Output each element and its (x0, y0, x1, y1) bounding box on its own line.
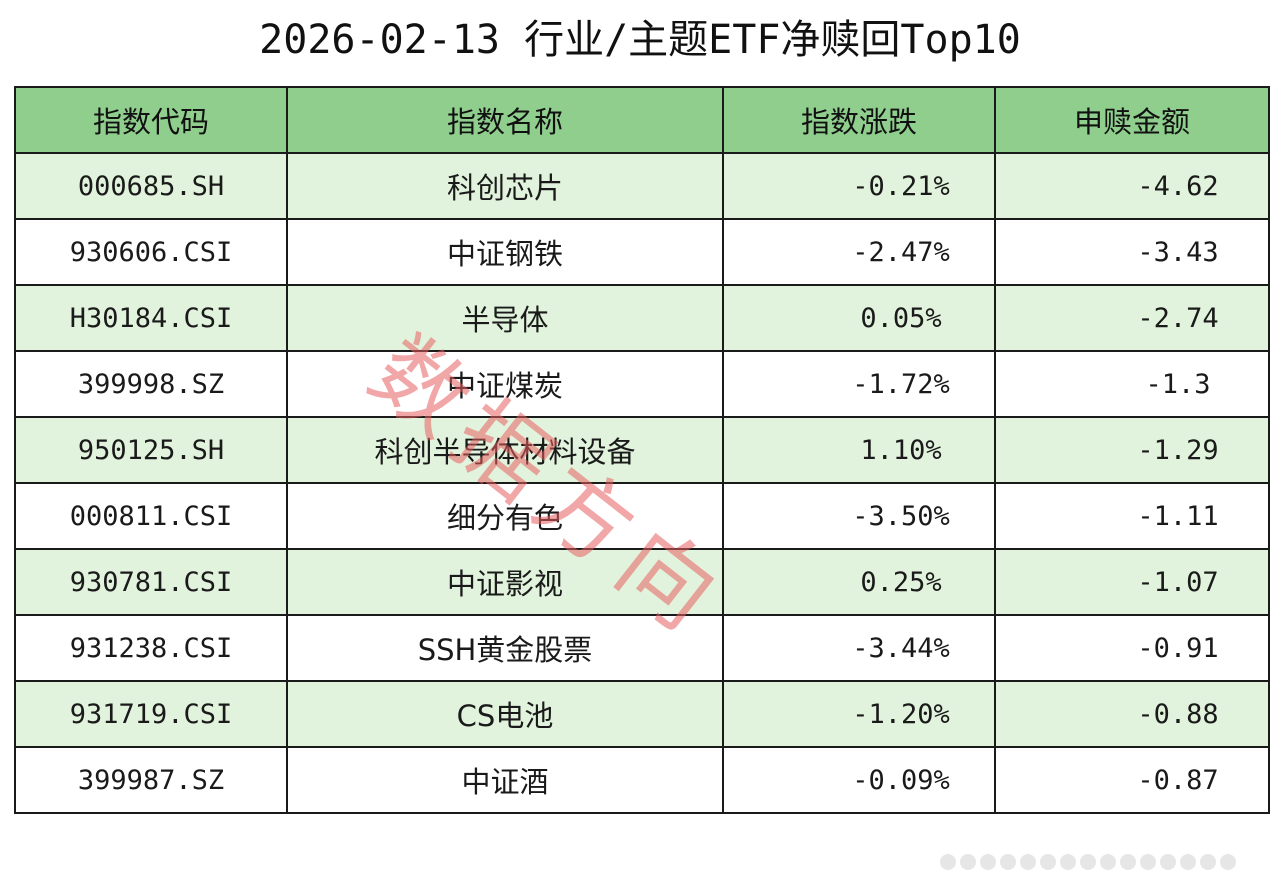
amount-value: -0.91 (1137, 632, 1219, 664)
cell-index-change: -3.44% (722, 614, 996, 682)
cell-index-name: 半导体 (286, 284, 724, 352)
dot-icon (980, 854, 996, 870)
dot-icon (1080, 854, 1096, 870)
cell-amount: -1.3 (994, 350, 1270, 418)
cell-index-code: 930781.CSI (14, 548, 288, 616)
page-title: 2026-02-13 行业/主题ETF净赎回Top10 (259, 17, 1021, 63)
cell-index-name: 中证煤炭 (286, 350, 724, 418)
cell-index-change: -1.72% (722, 350, 996, 418)
cell-index-name: 中证影视 (286, 548, 724, 616)
change-value: -1.72% (852, 368, 950, 400)
cell-index-change: -0.21% (722, 152, 996, 220)
dot-icon (1100, 854, 1116, 870)
table-row: 931238.CSI SSH黄金股票 -3.44% -0.91 (14, 614, 1270, 682)
dot-icon (1140, 854, 1156, 870)
dot-icon (1000, 854, 1016, 870)
cell-index-name: 中证酒 (286, 746, 724, 814)
cell-index-code: 000811.CSI (14, 482, 288, 550)
table-row: 399998.SZ 中证煤炭 -1.72% -1.3 (14, 350, 1270, 418)
cell-amount: -0.88 (994, 680, 1270, 748)
cell-amount: -0.87 (994, 746, 1270, 814)
amount-value: -1.29 (1137, 434, 1219, 466)
cell-index-name: 科创芯片 (286, 152, 724, 220)
cell-index-code: 399987.SZ (14, 746, 288, 814)
table-row: 930606.CSI 中证钢铁 -2.47% -3.43 (14, 218, 1270, 286)
table-row: H30184.CSI 半导体 0.05% -2.74 (14, 284, 1270, 352)
cell-amount: -0.91 (994, 614, 1270, 682)
cell-amount: -1.07 (994, 548, 1270, 616)
change-value: -3.44% (852, 632, 950, 664)
cell-index-name: 中证钢铁 (286, 218, 724, 286)
cell-index-code: 931719.CSI (14, 680, 288, 748)
amount-value: -2.74 (1137, 302, 1219, 334)
amount-value: -1.11 (1137, 500, 1219, 532)
cell-index-code: 950125.SH (14, 416, 288, 484)
cell-amount: -4.62 (994, 152, 1270, 220)
dot-icon (1040, 854, 1056, 870)
cell-amount: -1.29 (994, 416, 1270, 484)
dot-icon (1120, 854, 1136, 870)
change-value: -3.50% (852, 500, 950, 532)
cell-index-name: SSH黄金股票 (286, 614, 724, 682)
amount-value: -0.88 (1137, 698, 1219, 730)
cell-index-code: 930606.CSI (14, 218, 288, 286)
amount-value: -1.3 (1145, 368, 1211, 400)
cell-index-code: H30184.CSI (14, 284, 288, 352)
etf-redemption-table: 指数代码 指数名称 指数涨跌 申赎金额 000685.SH 科创芯片 -0.21… (14, 86, 1270, 814)
cell-index-code: 000685.SH (14, 152, 288, 220)
dot-icon (1020, 854, 1036, 870)
table-row: 930781.CSI 中证影视 0.25% -1.07 (14, 548, 1270, 616)
dot-icon (1200, 854, 1216, 870)
cell-index-change: -1.20% (722, 680, 996, 748)
header-subscription-amount: 申赎金额 (994, 86, 1270, 154)
dot-icon (940, 854, 956, 870)
cell-index-code: 931238.CSI (14, 614, 288, 682)
amount-value: -3.43 (1137, 236, 1219, 268)
header-index-code: 指数代码 (14, 86, 288, 154)
cell-index-name: 细分有色 (286, 482, 724, 550)
dot-icon (960, 854, 976, 870)
cell-index-code: 399998.SZ (14, 350, 288, 418)
cell-index-change: -2.47% (722, 218, 996, 286)
cell-index-name: 科创半导体材料设备 (286, 416, 724, 484)
table-row: 399987.SZ 中证酒 -0.09% -0.87 (14, 746, 1270, 814)
cell-index-change: 0.05% (722, 284, 996, 352)
header-index-change: 指数涨跌 (722, 86, 996, 154)
table-row: 950125.SH 科创半导体材料设备 1.10% -1.29 (14, 416, 1270, 484)
dot-icon (1160, 854, 1176, 870)
cell-amount: -2.74 (994, 284, 1270, 352)
cell-index-name: CS电池 (286, 680, 724, 748)
dot-icon (1180, 854, 1196, 870)
dot-icon (1220, 854, 1236, 870)
cell-index-change: -3.50% (722, 482, 996, 550)
cell-index-change: 1.10% (722, 416, 996, 484)
change-value: -2.47% (852, 236, 950, 268)
change-value: -1.20% (852, 698, 950, 730)
table-header-row: 指数代码 指数名称 指数涨跌 申赎金额 (14, 86, 1270, 154)
dot-icon (1060, 854, 1076, 870)
cell-index-change: -0.09% (722, 746, 996, 814)
cell-index-change: 0.25% (722, 548, 996, 616)
change-value: 0.05% (860, 302, 942, 334)
table-row: 000685.SH 科创芯片 -0.21% -4.62 (14, 152, 1270, 220)
change-value: -0.09% (852, 764, 950, 796)
change-value: 0.25% (860, 566, 942, 598)
cell-amount: -1.11 (994, 482, 1270, 550)
change-value: -0.21% (852, 170, 950, 202)
table-row: 000811.CSI 细分有色 -3.50% -1.11 (14, 482, 1270, 550)
amount-value: -1.07 (1137, 566, 1219, 598)
bottom-dots-decoration (940, 852, 1236, 872)
table-row: 931719.CSI CS电池 -1.20% -0.88 (14, 680, 1270, 748)
header-index-name: 指数名称 (286, 86, 724, 154)
change-value: 1.10% (860, 434, 942, 466)
amount-value: -4.62 (1137, 170, 1219, 202)
cell-amount: -3.43 (994, 218, 1270, 286)
amount-value: -0.87 (1137, 764, 1219, 796)
